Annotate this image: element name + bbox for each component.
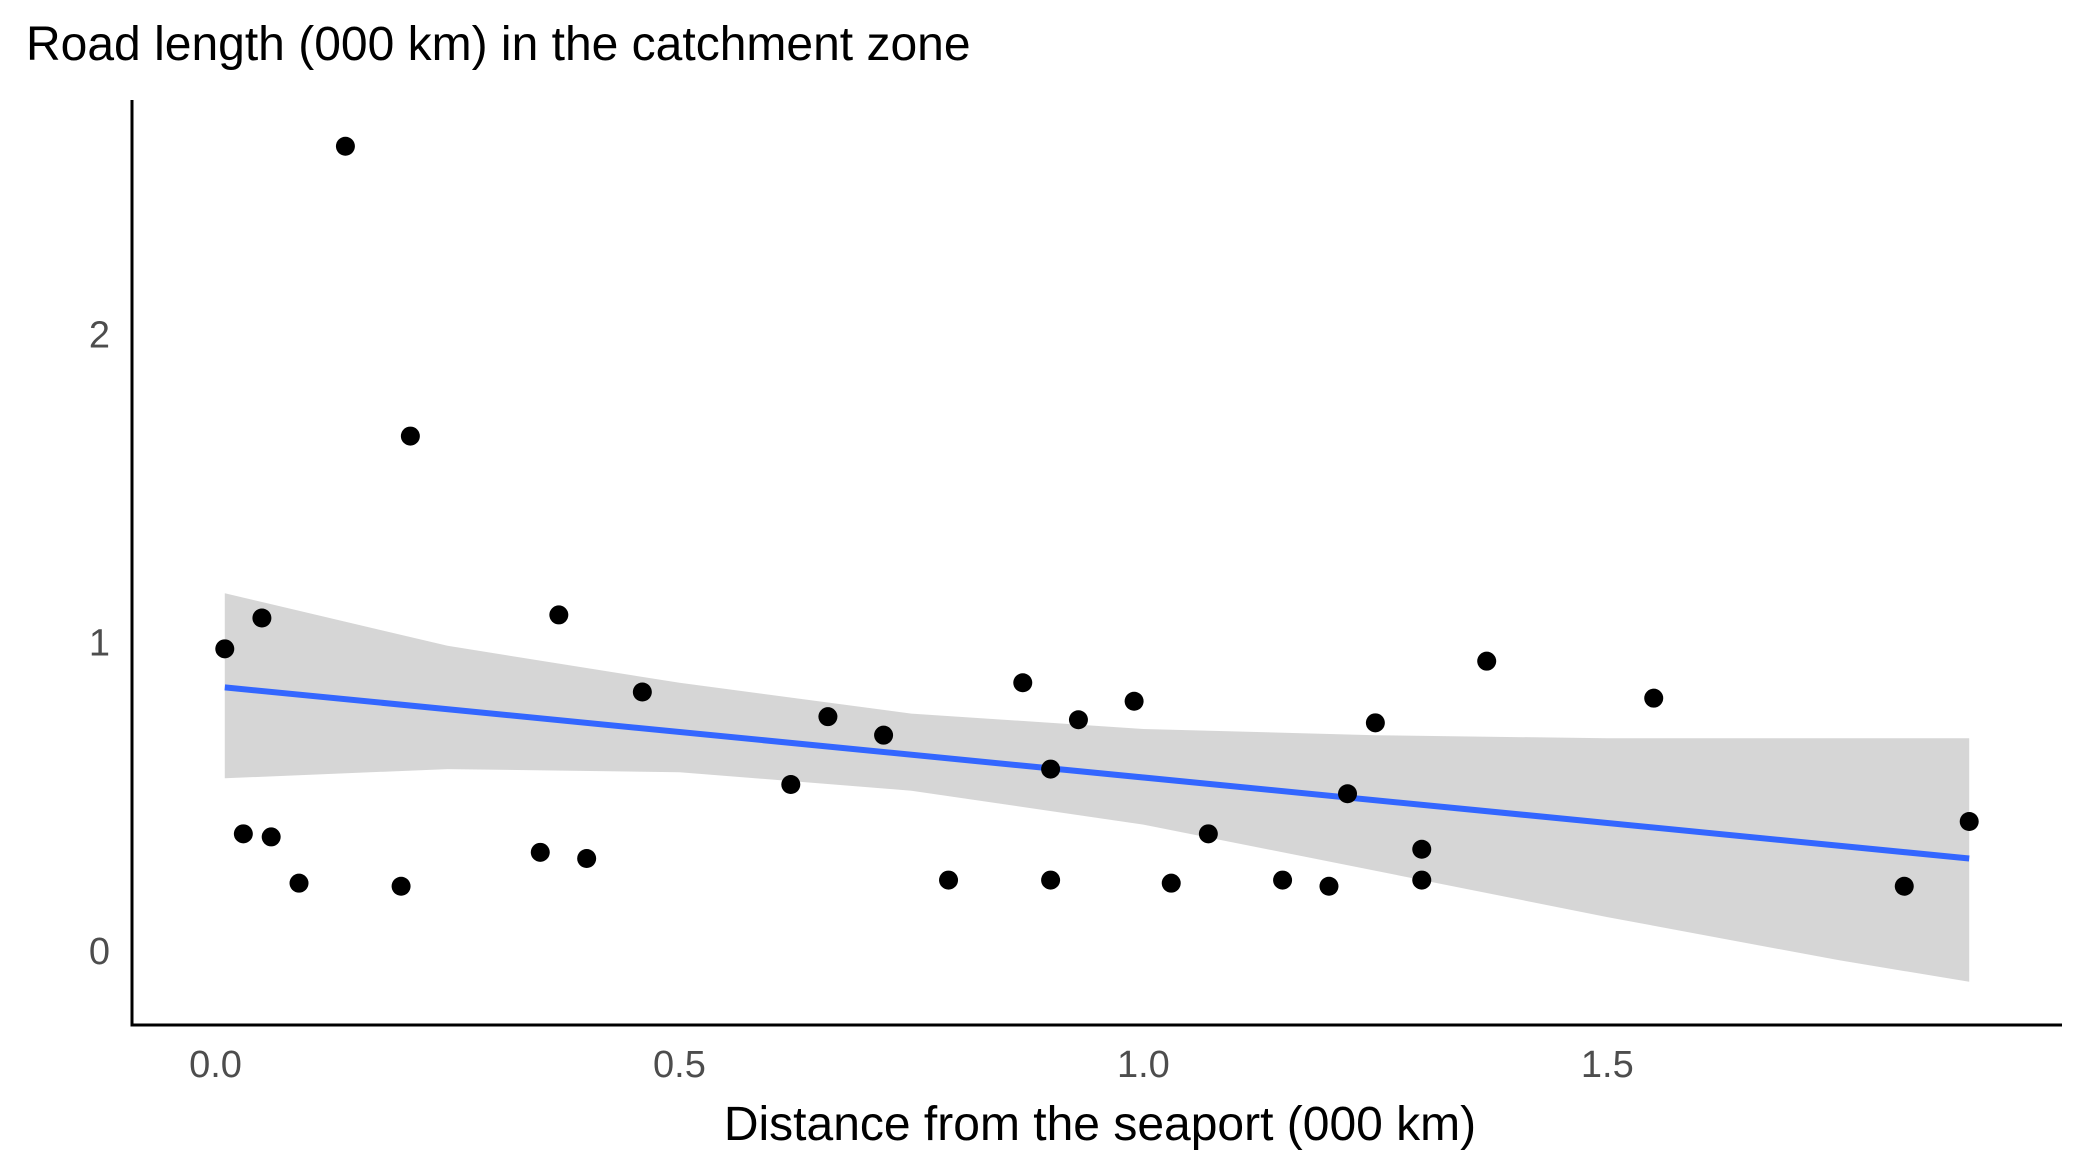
x-tick-label: 1.0 — [1117, 1044, 1170, 1086]
data-point — [1959, 812, 1979, 831]
x-tick-label: 1.5 — [1581, 1044, 1634, 1086]
y-tick-label: 0 — [89, 931, 110, 973]
data-point — [1068, 710, 1088, 730]
data-point — [215, 639, 235, 659]
data-point — [252, 608, 272, 628]
data-point — [549, 605, 569, 625]
data-point — [1338, 784, 1358, 804]
data-point — [1041, 759, 1061, 779]
chart-title: Road length (000 km) in the catchment zo… — [26, 18, 971, 71]
data-point — [335, 136, 355, 156]
data-point — [1161, 873, 1181, 893]
points-layer — [215, 136, 1979, 896]
regression-line — [224, 684, 1970, 862]
x-tick-label: 0.5 — [653, 1044, 706, 1086]
data-point — [632, 682, 652, 702]
x-axis-title: Distance from the seaport (000 km) — [724, 1098, 1476, 1151]
data-point — [391, 876, 411, 896]
data-point — [1477, 651, 1497, 671]
data-point — [1041, 870, 1061, 890]
data-point — [818, 707, 838, 727]
data-point — [1198, 824, 1218, 844]
ticks-layer: 0.0 0.5 1.0 1.5 0 1 2 — [89, 314, 1634, 1086]
data-point — [1644, 688, 1664, 708]
fit-line-layer — [224, 684, 1970, 862]
data-point — [939, 870, 959, 890]
y-tick-label: 2 — [89, 314, 110, 356]
data-point — [1412, 870, 1432, 890]
data-point — [1013, 673, 1033, 693]
data-point — [1894, 876, 1914, 896]
axes-layer — [130, 100, 2062, 1027]
x-tick-label: 0.0 — [189, 1044, 242, 1086]
data-point — [781, 775, 801, 794]
data-point — [233, 824, 253, 844]
confidence-band-layer — [224, 593, 1970, 982]
confidence-band — [224, 593, 1970, 982]
data-point — [261, 827, 281, 847]
data-point — [1412, 839, 1432, 859]
data-point — [530, 842, 550, 862]
data-point — [874, 725, 894, 745]
y-tick-label: 1 — [89, 623, 110, 665]
data-point — [1365, 713, 1385, 733]
data-point — [1273, 870, 1293, 890]
data-point — [289, 873, 309, 893]
data-point — [577, 849, 597, 868]
data-point — [1124, 691, 1144, 711]
data-point — [1319, 876, 1339, 896]
data-point — [400, 426, 420, 446]
